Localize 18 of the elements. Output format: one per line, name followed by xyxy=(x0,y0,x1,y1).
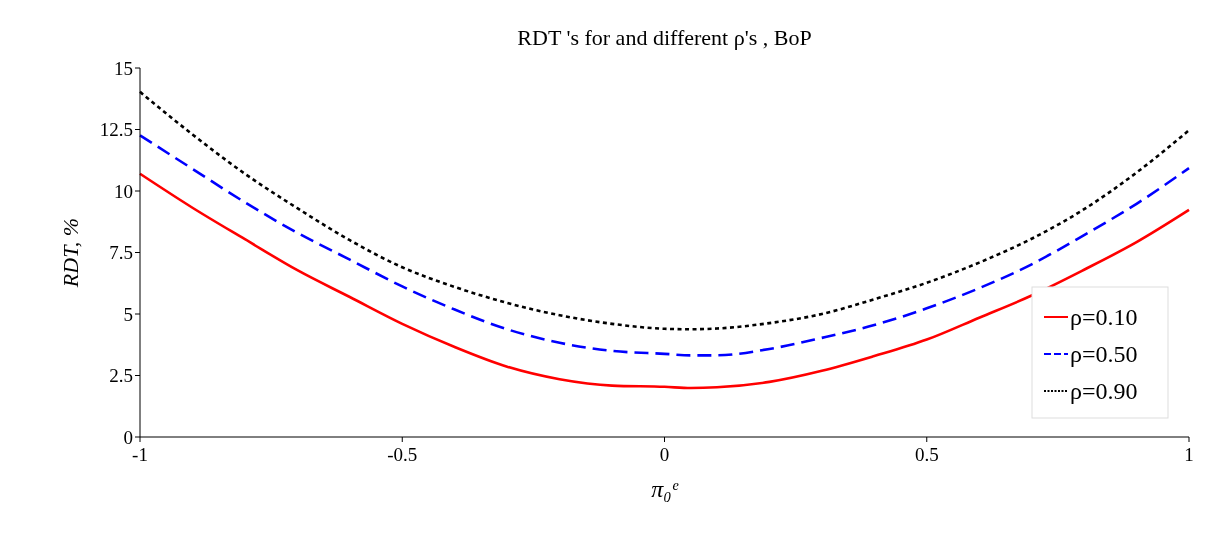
y-tick-label: 2.5 xyxy=(109,365,133,387)
x-tick-label: 1 xyxy=(1184,444,1194,465)
x-axis-title: π₀ᵉ xyxy=(651,476,680,502)
y-tick-label: 15 xyxy=(114,57,133,79)
y-tick-label: 10 xyxy=(114,180,133,202)
y-tick-label: 5 xyxy=(123,303,133,325)
x-tick-label: -0.5 xyxy=(387,444,418,465)
y-tick-label: 0 xyxy=(123,426,133,448)
legend-label: ρ=0.10 xyxy=(1070,304,1138,331)
y-tick-label: 12.5 xyxy=(99,119,133,141)
chart-title: RDT 's for and different ρ's , BoP xyxy=(517,25,812,50)
y-axis-title: RDT, % xyxy=(58,217,83,289)
legend-label: ρ=0.50 xyxy=(1070,341,1138,368)
x-tick-label: 0.5 xyxy=(914,444,939,465)
x-tick-label: 0 xyxy=(659,444,670,465)
y-tick-label: 7.5 xyxy=(109,242,133,264)
legend-label: ρ=0.90 xyxy=(1070,378,1138,405)
x-tick-label: -1 xyxy=(132,444,148,465)
